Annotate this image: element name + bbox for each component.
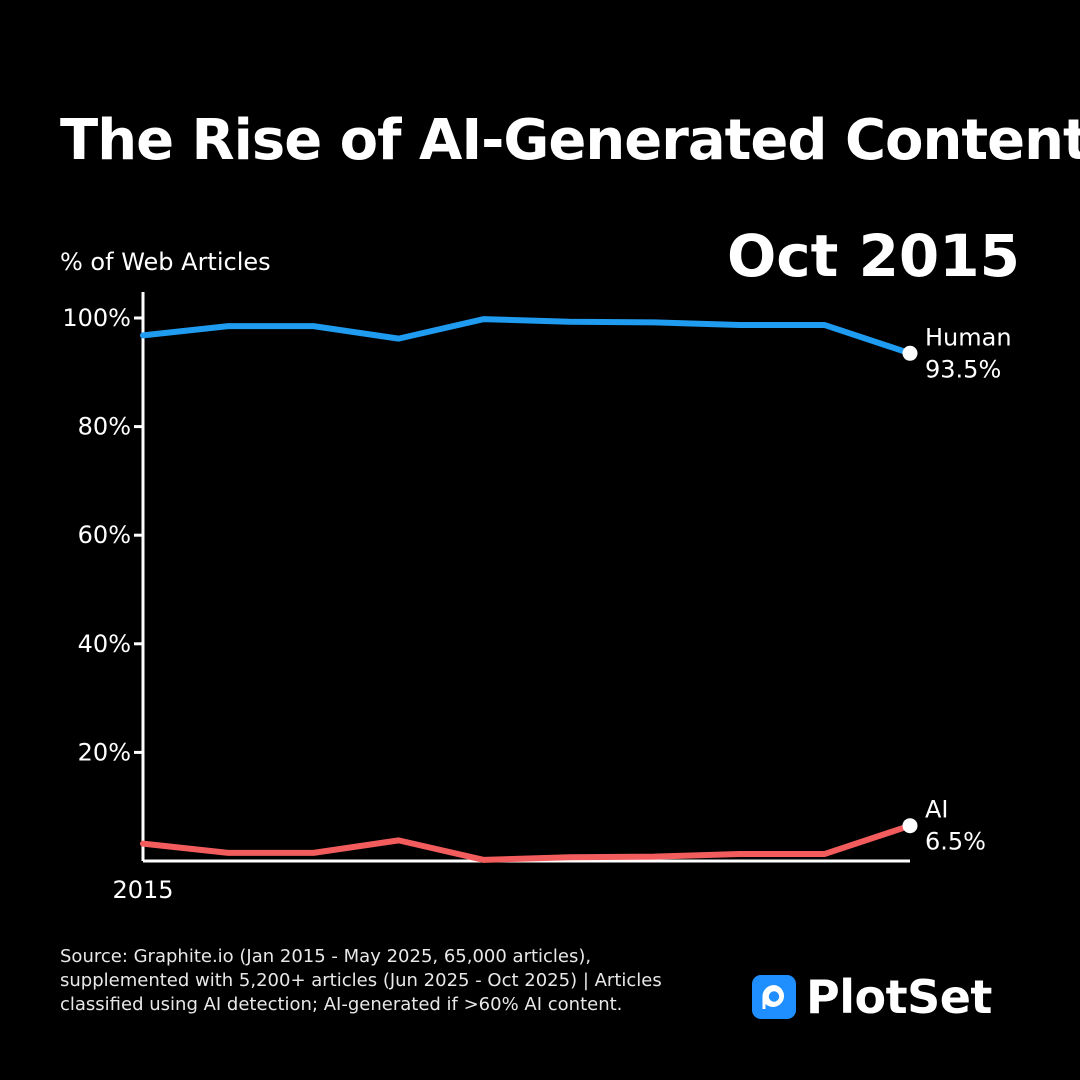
- series-value-human: 93.5%: [925, 355, 1001, 383]
- y-tick-label: 80%: [78, 413, 131, 441]
- series-line-human: [140, 316, 913, 357]
- source-line-2: supplemented with 5,200+ articles (Jun 2…: [60, 970, 662, 991]
- series-line-ai: [140, 822, 913, 863]
- y-tick-label: 20%: [78, 738, 131, 766]
- x-tick-label: 2015: [112, 876, 173, 904]
- series-value-ai: 6.5%: [925, 828, 986, 856]
- y-tick-label: 60%: [78, 521, 131, 549]
- chart-title: The Rise of AI-Generated Content: [60, 108, 1080, 173]
- source-line-1: Source: Graphite.io (Jan 2015 - May 2025…: [60, 946, 592, 967]
- brand-name: PlotSet: [806, 970, 992, 1024]
- y-tick-label: 40%: [78, 630, 131, 658]
- endpoint-marker-ai: [902, 818, 918, 834]
- y-tick-label: 100%: [62, 304, 131, 332]
- source-line-3: classified using AI detection; AI-genera…: [60, 994, 623, 1015]
- brand-logo: PlotSet: [752, 970, 992, 1024]
- plotset-logo-icon: [752, 975, 796, 1019]
- series-label-ai: AI: [925, 796, 949, 824]
- y-axis-title: % of Web Articles: [60, 248, 271, 276]
- date-label: Oct 2015: [726, 222, 1020, 290]
- series-label-human: Human: [925, 323, 1012, 351]
- source-note: Source: Graphite.io (Jan 2015 - May 2025…: [60, 945, 740, 1017]
- endpoint-marker-human: [902, 345, 918, 361]
